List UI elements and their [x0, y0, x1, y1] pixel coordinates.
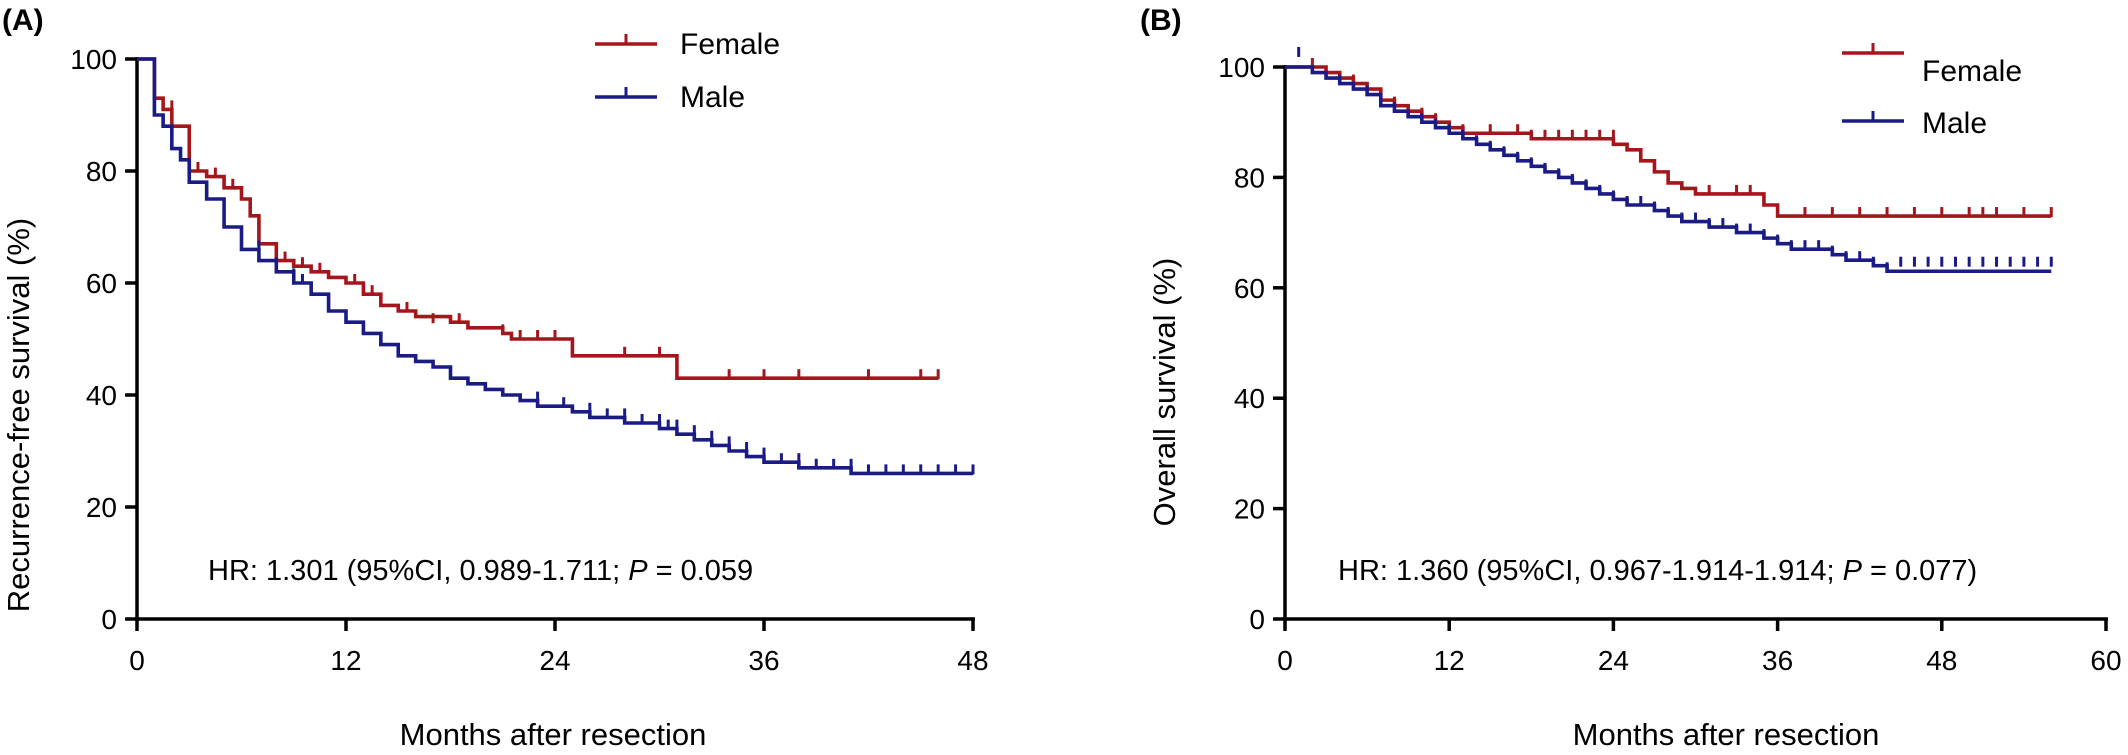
- x-tick-label: 36: [1762, 645, 1793, 676]
- panel-b: (B) Overall survival (%) Months after re…: [1140, 4, 2122, 752]
- y-tick-label: 20: [1234, 494, 1265, 525]
- series-female-curve: [1285, 65, 2052, 218]
- y-axis-label: Overall survival (%): [1147, 258, 1182, 527]
- series-male-curve: [137, 57, 973, 476]
- x-tick-label: 24: [539, 645, 570, 676]
- x-tick-label: 24: [1598, 645, 1629, 676]
- legend-label-female: Female: [1922, 55, 2022, 88]
- panel-label: (B): [1140, 4, 1182, 37]
- y-tick-label: 80: [1234, 162, 1265, 193]
- x-tick-label: 12: [330, 645, 361, 676]
- x-tick-label: 48: [957, 645, 988, 676]
- legend-label-male: Male: [680, 81, 745, 114]
- hr-annotation: HR: 1.360 (95%CI, 0.967-1.914-1.914; P =…: [1338, 555, 1977, 587]
- x-tick-label: 0: [129, 645, 145, 676]
- hr-annotation-suffix: = 0.077): [1862, 555, 1977, 587]
- y-tick-label: 80: [86, 156, 117, 187]
- y-tick-label: 40: [1234, 383, 1265, 414]
- y-tick-label: 0: [1249, 604, 1265, 635]
- y-tick-label: 20: [86, 492, 117, 523]
- hr-annotation-prefix: HR: 1.360 (95%CI, 0.967-1.914-1.914;: [1338, 555, 1843, 587]
- hr-annotation: HR: 1.301 (95%CI, 0.989-1.711; P = 0.059: [208, 555, 753, 587]
- panel-a: (A) Recurrence-free survival (%) Months …: [1, 4, 989, 752]
- y-tick-label: 0: [101, 604, 117, 635]
- legend: Female Male: [1922, 55, 2022, 140]
- y-tick-label: 60: [86, 268, 117, 299]
- y-axis-label: Recurrence-free survival (%): [1, 218, 36, 613]
- x-tick-label: 48: [1926, 645, 1957, 676]
- x-axis-label: Months after resection: [400, 717, 707, 752]
- x-tick-label: 12: [1434, 645, 1465, 676]
- hr-annotation-prefix: HR: 1.301 (95%CI, 0.989-1.711;: [208, 555, 628, 587]
- hr-annotation-p: P: [628, 555, 648, 587]
- hr-annotation-p: P: [1843, 555, 1863, 587]
- x-axis-label: Months after resection: [1573, 717, 1880, 752]
- y-tick-label: 100: [70, 44, 117, 75]
- y-tick-label: 60: [1234, 273, 1265, 304]
- x-tick-label: 36: [748, 645, 779, 676]
- series-male-curve: [1285, 65, 2052, 274]
- y-tick-label: 40: [86, 380, 117, 411]
- hr-annotation-suffix: = 0.059: [648, 555, 754, 587]
- panel-label: (A): [2, 4, 44, 37]
- y-tick-label: 100: [1218, 52, 1265, 83]
- x-tick-label: 60: [2090, 645, 2121, 676]
- legend-label-male: Male: [1922, 107, 1987, 140]
- x-tick-label: 0: [1277, 645, 1293, 676]
- legend: Female Male: [680, 28, 780, 114]
- legend-label-female: Female: [680, 28, 780, 61]
